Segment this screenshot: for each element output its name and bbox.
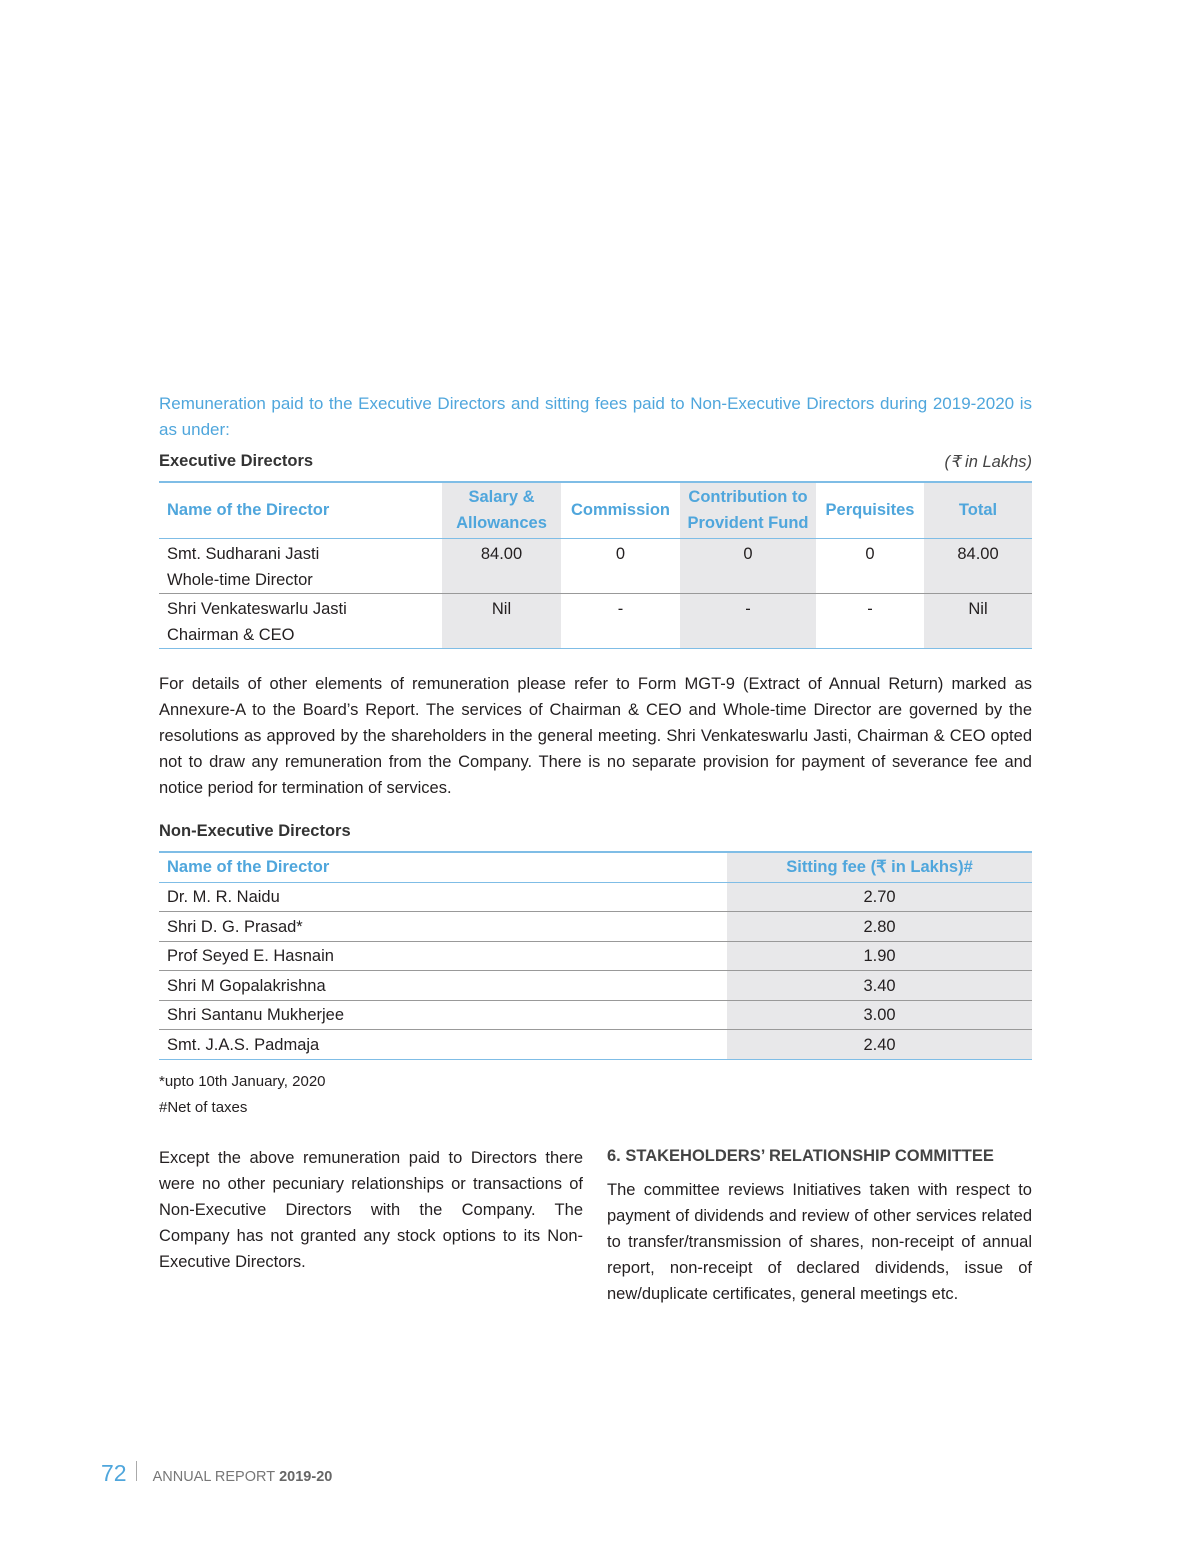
- sitting-fee: 3.00: [727, 1000, 1032, 1030]
- cell: Nil: [924, 593, 1032, 649]
- col-header: Salary & Allowances: [442, 481, 561, 539]
- table-row: Smt. Sudharani Jasti Whole-time Director …: [159, 538, 1032, 594]
- footnote: *upto 10th January, 2020: [159, 1073, 326, 1090]
- table-row: Shri D. G. Prasad* 2.80: [159, 911, 1032, 942]
- non-executive-directors-table: Name of the Director Sitting fee (₹ in L…: [159, 851, 1032, 1060]
- table-row: Shri Venkateswarlu Jasti Chairman & CEO N…: [159, 593, 1032, 649]
- sitting-fee: 1.90: [727, 941, 1032, 971]
- table-row: Prof Seyed E. Hasnain 1.90: [159, 941, 1032, 971]
- col-header: Sitting fee (₹ in Lakhs)#: [727, 851, 1032, 883]
- page-number: 72: [101, 1460, 127, 1486]
- col-header: Perquisites: [816, 481, 924, 539]
- col-header: Name of the Director: [159, 851, 727, 883]
- cell: -: [680, 593, 816, 649]
- cell: Nil: [442, 593, 561, 649]
- col-header: Name of the Director: [159, 481, 442, 539]
- director-name: Prof Seyed E. Hasnain: [159, 941, 727, 971]
- executive-directors-table: Name of the Director Salary & Allowances…: [159, 481, 1032, 649]
- section-heading: 6. STAKEHOLDERS’ RELATIONSHIP COMMITTEE: [607, 1147, 994, 1165]
- sitting-fee: 2.40: [727, 1029, 1032, 1060]
- cell: 0: [680, 538, 816, 594]
- table-row: Dr. M. R. Naidu 2.70: [159, 882, 1032, 912]
- director-name: Shri D. G. Prasad*: [159, 911, 727, 942]
- director-name: Shri Santanu Mukherjee: [159, 1000, 727, 1030]
- nonexec-title: Non-Executive Directors: [159, 822, 351, 840]
- footer-label: ANNUAL REPORT: [152, 1469, 276, 1485]
- cell: 84.00: [924, 538, 1032, 594]
- table-header: Name of the Director Salary & Allowances…: [159, 481, 1032, 539]
- left-column-text: Except the above remuneration paid to Di…: [159, 1149, 583, 1271]
- director-name: Smt. Sudharani Jasti: [167, 544, 320, 563]
- director-name: Smt. J.A.S. Padmaja: [159, 1029, 727, 1060]
- section-text: The committee reviews Initiatives taken …: [607, 1181, 1032, 1303]
- table-row: Smt. J.A.S. Padmaja 2.40: [159, 1029, 1032, 1060]
- cell: -: [561, 593, 680, 649]
- director-name: Dr. M. R. Naidu: [159, 882, 727, 912]
- remuneration-paragraph: For details of other elements of remuner…: [159, 675, 1032, 797]
- table-row: Shri M Gopalakrishna 3.40: [159, 970, 1032, 1001]
- page-footer: 72 ANNUAL REPORT 2019-20: [101, 1460, 332, 1487]
- director-name: Shri Venkateswarlu Jasti: [167, 599, 347, 618]
- exec-title: Executive Directors: [159, 452, 314, 470]
- unit-label: (₹ in Lakhs): [944, 453, 1032, 471]
- cell: -: [816, 593, 924, 649]
- director-role: Chairman & CEO: [167, 625, 295, 644]
- director-role: Whole-time Director: [167, 570, 313, 589]
- cell: 0: [816, 538, 924, 594]
- sitting-fee: 2.80: [727, 911, 1032, 942]
- footer-year: 2019-20: [279, 1469, 333, 1485]
- table-header: Name of the Director Sitting fee (₹ in L…: [159, 851, 1032, 883]
- col-header: Total: [924, 481, 1032, 539]
- cell: 0: [561, 538, 680, 594]
- footnote: #Net of taxes: [159, 1099, 248, 1116]
- intro-text: Remuneration paid to the Executive Direc…: [159, 394, 1032, 439]
- sitting-fee: 3.40: [727, 970, 1032, 1001]
- sitting-fee: 2.70: [727, 882, 1032, 912]
- col-header: Contribution to Provident Fund: [680, 481, 816, 539]
- director-name: Shri M Gopalakrishna: [159, 970, 727, 1001]
- table-row: Shri Santanu Mukherjee 3.00: [159, 1000, 1032, 1030]
- cell: 84.00: [442, 538, 561, 594]
- divider: [135, 1461, 137, 1481]
- col-header: Commission: [561, 481, 680, 539]
